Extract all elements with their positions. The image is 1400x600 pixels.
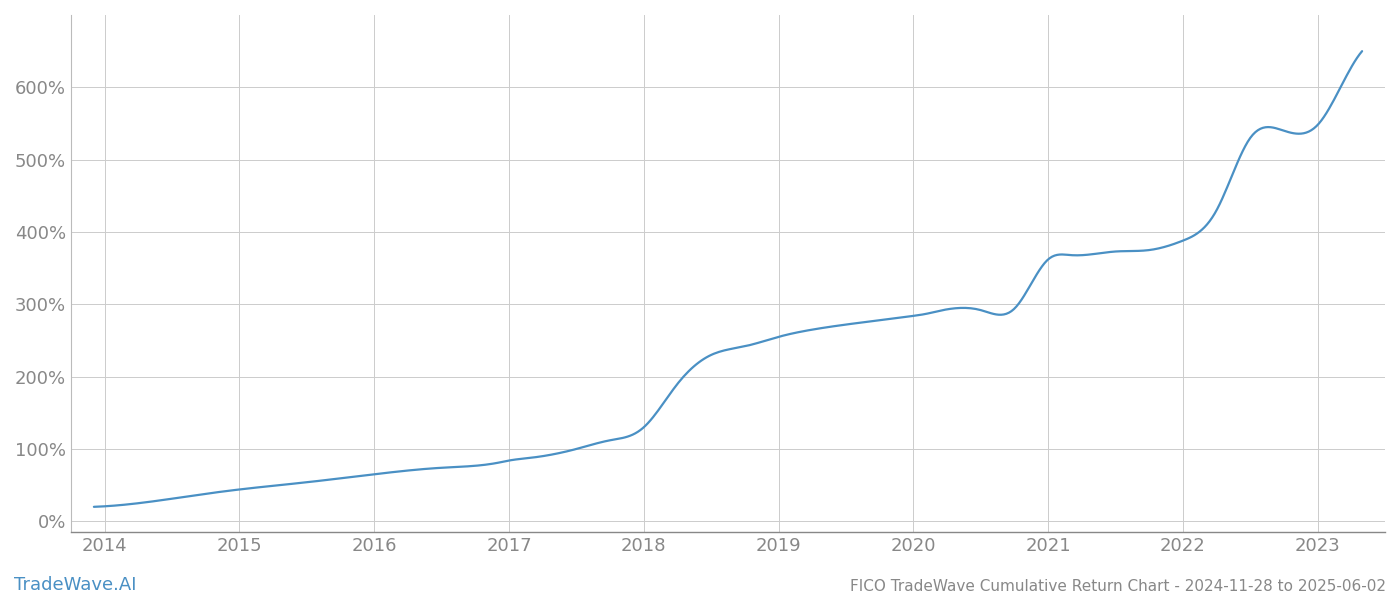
Text: TradeWave.AI: TradeWave.AI xyxy=(14,576,137,594)
Text: FICO TradeWave Cumulative Return Chart - 2024-11-28 to 2025-06-02: FICO TradeWave Cumulative Return Chart -… xyxy=(850,579,1386,594)
